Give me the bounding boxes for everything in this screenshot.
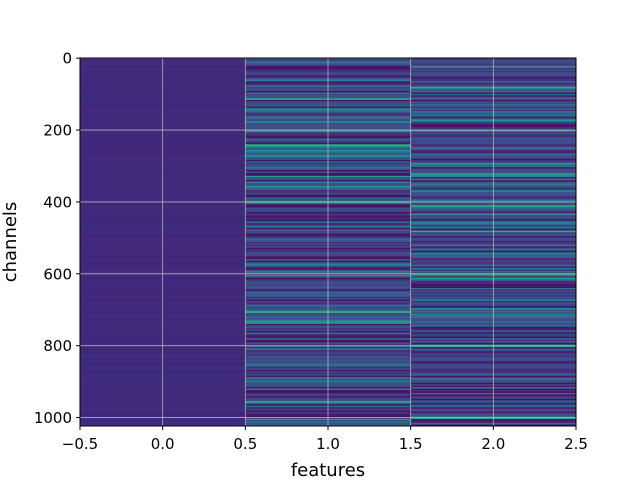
y-tick-label: 200 bbox=[43, 122, 72, 140]
y-tick-label: 0 bbox=[62, 50, 72, 68]
x-tick-label: 1.5 bbox=[399, 435, 423, 453]
y-axis: 0 200 400 600 800 1000 bbox=[34, 50, 80, 427]
x-axis: −0.5 0.0 0.5 1.0 1.5 2.0 2.5 bbox=[62, 426, 588, 453]
x-tick-label: 1.0 bbox=[316, 435, 340, 453]
x-tick-label: 0.5 bbox=[233, 435, 257, 453]
x-tick-label: −0.5 bbox=[62, 435, 98, 453]
y-tick-label: 600 bbox=[43, 265, 72, 283]
x-tick-label: 0.0 bbox=[151, 435, 175, 453]
y-tick-label: 800 bbox=[43, 337, 72, 355]
y-axis-label: channels bbox=[0, 202, 21, 283]
x-tick-label: 2.5 bbox=[564, 435, 588, 453]
y-tick-label: 400 bbox=[43, 193, 72, 211]
x-tick-label: 2.0 bbox=[481, 435, 505, 453]
y-tick-label: 1000 bbox=[34, 409, 72, 427]
x-axis-label: features bbox=[291, 460, 365, 480]
